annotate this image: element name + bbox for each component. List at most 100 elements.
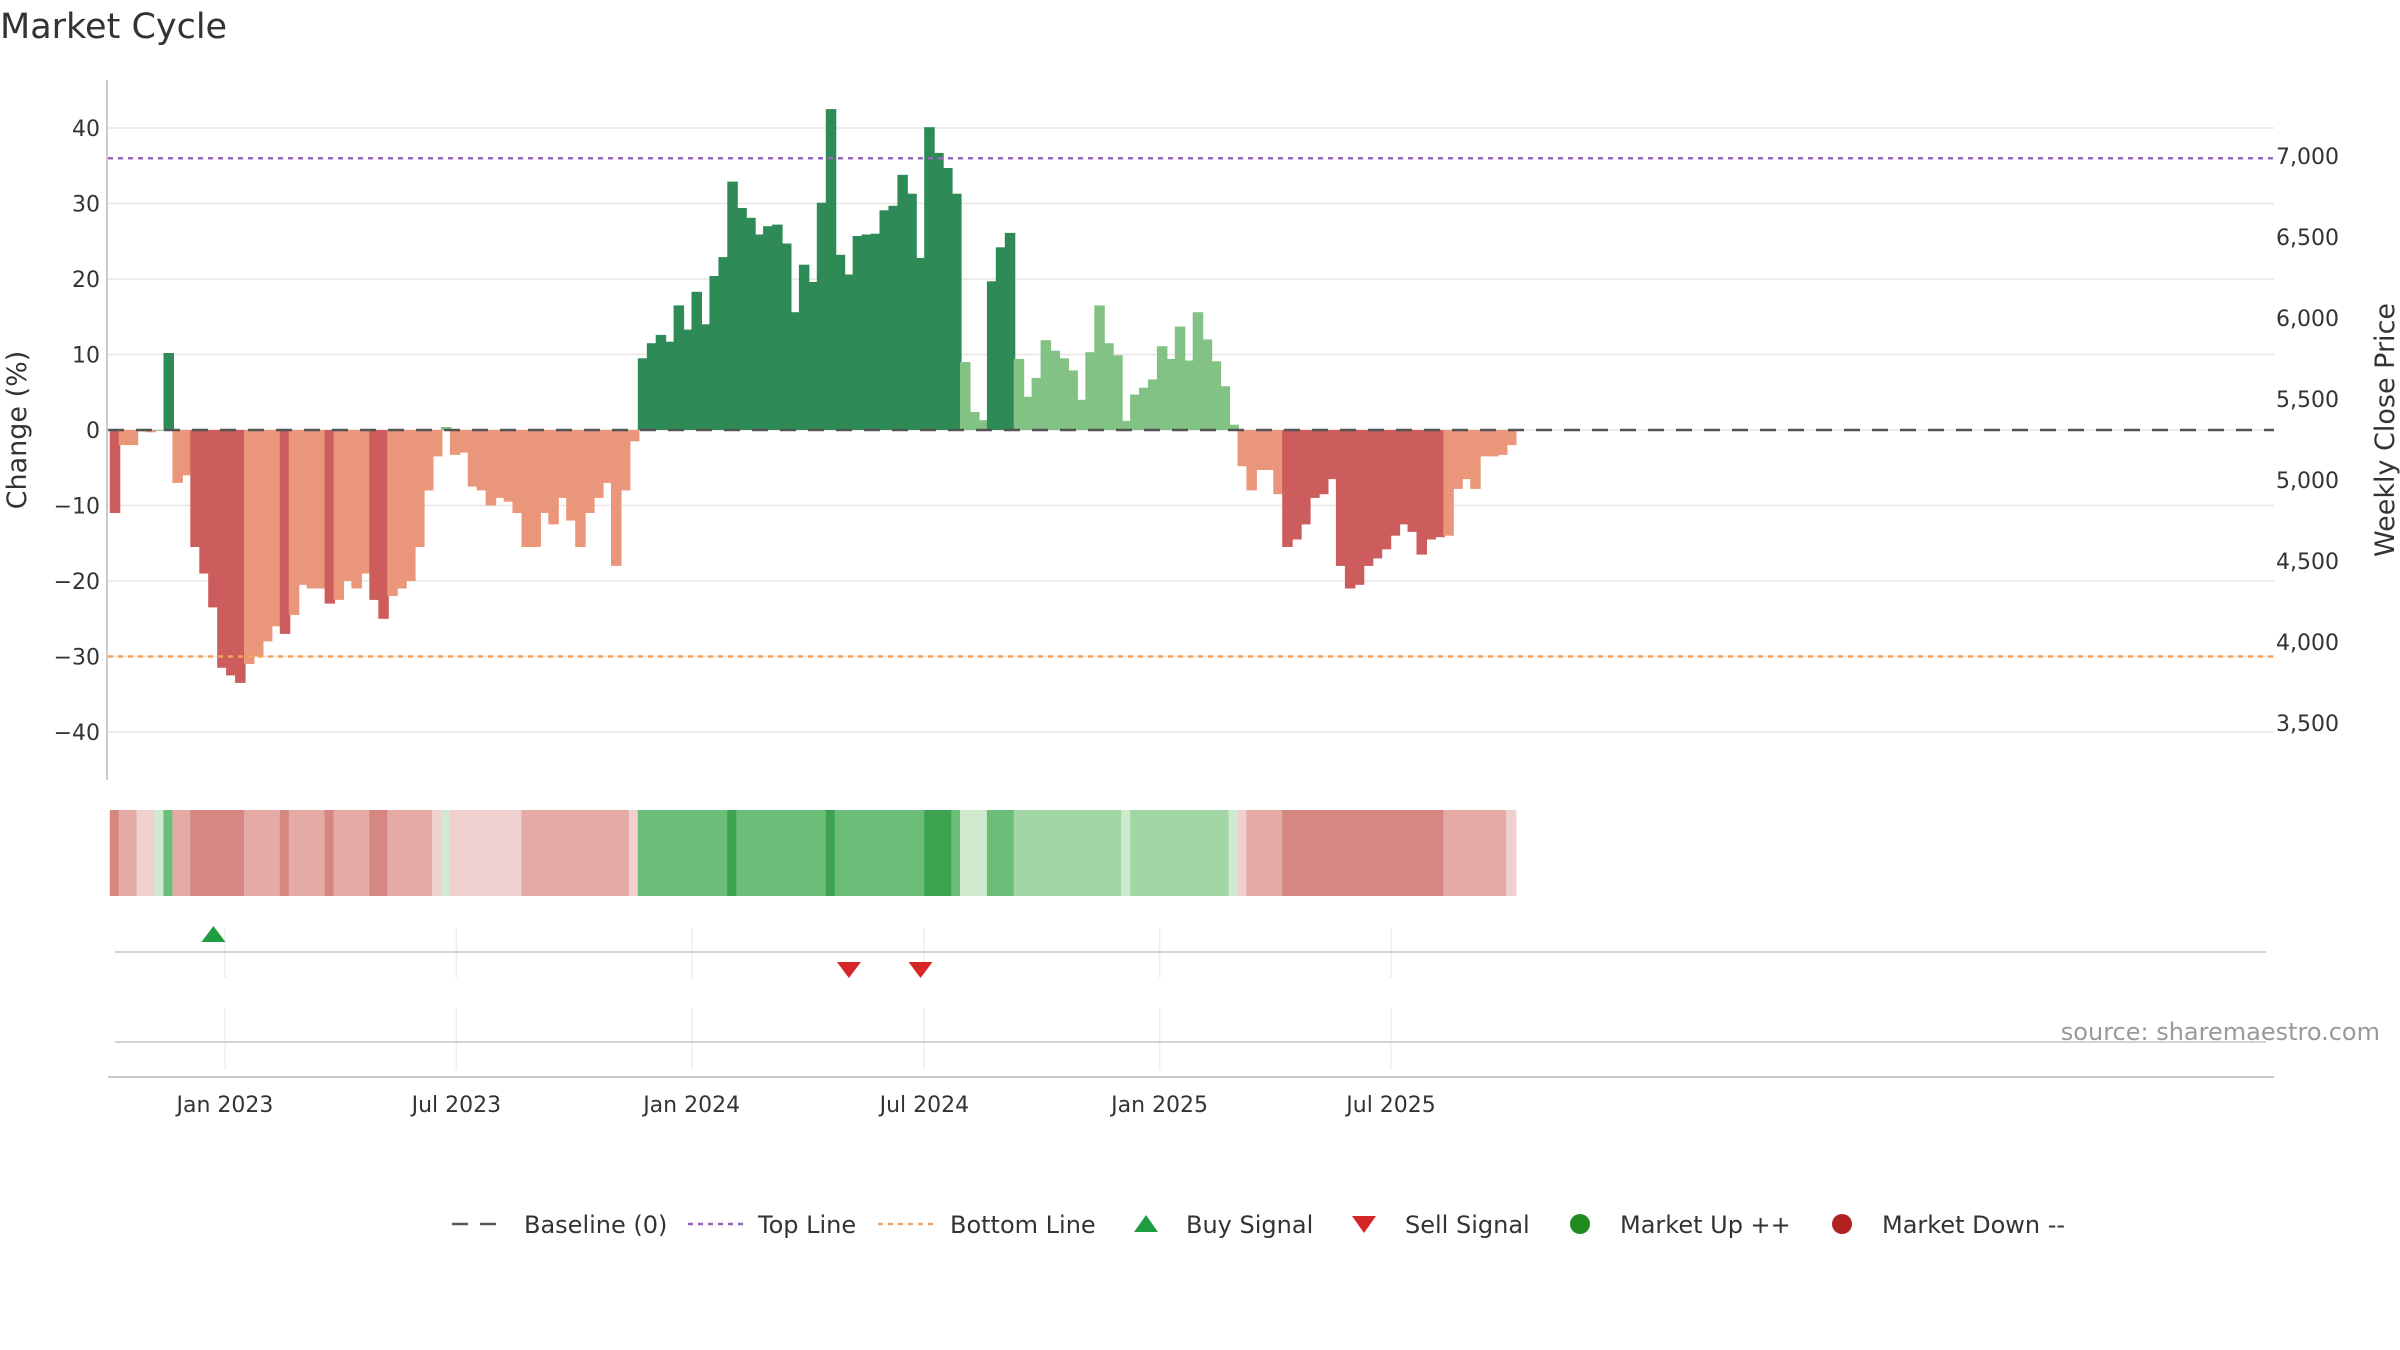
- change-bar: [1004, 232, 1016, 430]
- heat-cell: [440, 810, 452, 896]
- y-axis-right-title: Weekly Close Price: [2370, 303, 2400, 557]
- change-bar: [852, 236, 864, 430]
- heat-cell: [1470, 810, 1481, 896]
- heat-cell: [1344, 810, 1356, 896]
- change-bar: [1076, 399, 1087, 430]
- heat-cell: [1461, 810, 1472, 896]
- change-bar: [1058, 358, 1069, 430]
- heat-cell: [423, 810, 434, 896]
- change-bar: [1112, 355, 1123, 430]
- change-bar: [154, 430, 165, 431]
- heat-cell: [772, 810, 783, 896]
- change-bars: [109, 109, 1517, 683]
- heat-cell: [1228, 810, 1239, 896]
- heat-cell: [924, 810, 935, 896]
- change-bar: [736, 208, 747, 430]
- change-bar: [1165, 359, 1177, 430]
- heat-cell: [951, 810, 962, 896]
- heat-cell: [1192, 810, 1204, 896]
- change-bar: [1318, 430, 1329, 495]
- change-bar: [772, 224, 783, 430]
- heat-cell: [1103, 810, 1114, 896]
- heat-cell: [539, 810, 550, 896]
- change-bar: [1371, 430, 1383, 559]
- heat-cell: [396, 810, 407, 896]
- change-bar: [261, 430, 273, 642]
- heat-cell: [270, 810, 282, 896]
- heat-cell: [467, 810, 479, 896]
- change-bar: [781, 243, 792, 430]
- change-bar: [333, 430, 344, 600]
- change-bar: [843, 274, 855, 430]
- change-bar: [1407, 430, 1418, 532]
- sell-signal-marker: [836, 962, 861, 978]
- heat-cell: [1371, 810, 1383, 896]
- change-bar: [315, 430, 327, 589]
- heat-cell: [825, 810, 837, 896]
- change-bar: [1362, 430, 1374, 566]
- change-bar: [995, 247, 1007, 430]
- change-bar: [628, 430, 640, 442]
- change-bar: [646, 343, 658, 430]
- heat-cell: [1255, 810, 1266, 896]
- heat-cell: [261, 810, 273, 896]
- legend-label: Market Up ++: [1620, 1211, 1791, 1239]
- change-bar: [548, 430, 559, 525]
- heat-cell: [1479, 810, 1490, 896]
- change-bar: [306, 430, 318, 589]
- heat-cell: [342, 810, 353, 896]
- change-bar: [1380, 430, 1392, 550]
- change-bar: [539, 430, 550, 513]
- change-bar: [754, 234, 765, 430]
- heat-cell: [172, 810, 183, 896]
- change-bar: [1156, 346, 1168, 430]
- change-bar: [1130, 394, 1141, 430]
- change-bar: [360, 430, 371, 574]
- change-bar: [763, 226, 774, 430]
- heat-cell: [593, 810, 604, 896]
- change-bar: [521, 430, 532, 547]
- heat-cell: [1291, 810, 1302, 896]
- heat-cell: [1112, 810, 1123, 896]
- change-bar: [1488, 430, 1499, 457]
- y-axis-left-title: Change (%): [2, 351, 33, 510]
- x-tick-label: Jul 2025: [1344, 1093, 1436, 1118]
- change-bar: [924, 127, 935, 430]
- change-bar: [1192, 312, 1204, 430]
- change-bar: [1031, 377, 1043, 430]
- change-bar: [279, 430, 291, 634]
- change-bar: [1443, 430, 1454, 536]
- heat-cell: [942, 810, 953, 896]
- heat-cell: [351, 810, 362, 896]
- change-bar: [1201, 339, 1213, 430]
- change-bar: [1246, 430, 1257, 491]
- heat-cell: [378, 810, 389, 896]
- change-bar: [118, 430, 130, 446]
- heat-cell: [745, 810, 756, 896]
- change-bar: [199, 430, 210, 574]
- change-bar: [253, 430, 264, 657]
- heat-cell: [476, 810, 488, 896]
- change-bar: [1470, 430, 1481, 489]
- heat-cell: [709, 810, 720, 896]
- heat-cell: [1130, 810, 1141, 896]
- heat-cell: [1506, 810, 1517, 896]
- legend-label: Market Down --: [1882, 1211, 2065, 1239]
- heat-cell: [181, 810, 192, 896]
- heat-cell: [700, 810, 711, 896]
- legend-label: Sell Signal: [1405, 1211, 1530, 1239]
- heat-cell: [611, 810, 622, 896]
- heat-cell: [1237, 810, 1248, 896]
- heat-cell: [414, 810, 425, 896]
- change-bar: [575, 430, 586, 547]
- heat-cell: [1031, 810, 1043, 896]
- y-tick-label: 40: [72, 117, 100, 142]
- heat-cell: [1049, 810, 1060, 896]
- change-bar: [396, 430, 407, 589]
- heat-cell: [485, 810, 497, 896]
- change-bar: [682, 329, 694, 430]
- change-bar: [745, 217, 756, 430]
- y-tick-label: −40: [54, 721, 100, 746]
- y-tick-label: 0: [86, 419, 100, 444]
